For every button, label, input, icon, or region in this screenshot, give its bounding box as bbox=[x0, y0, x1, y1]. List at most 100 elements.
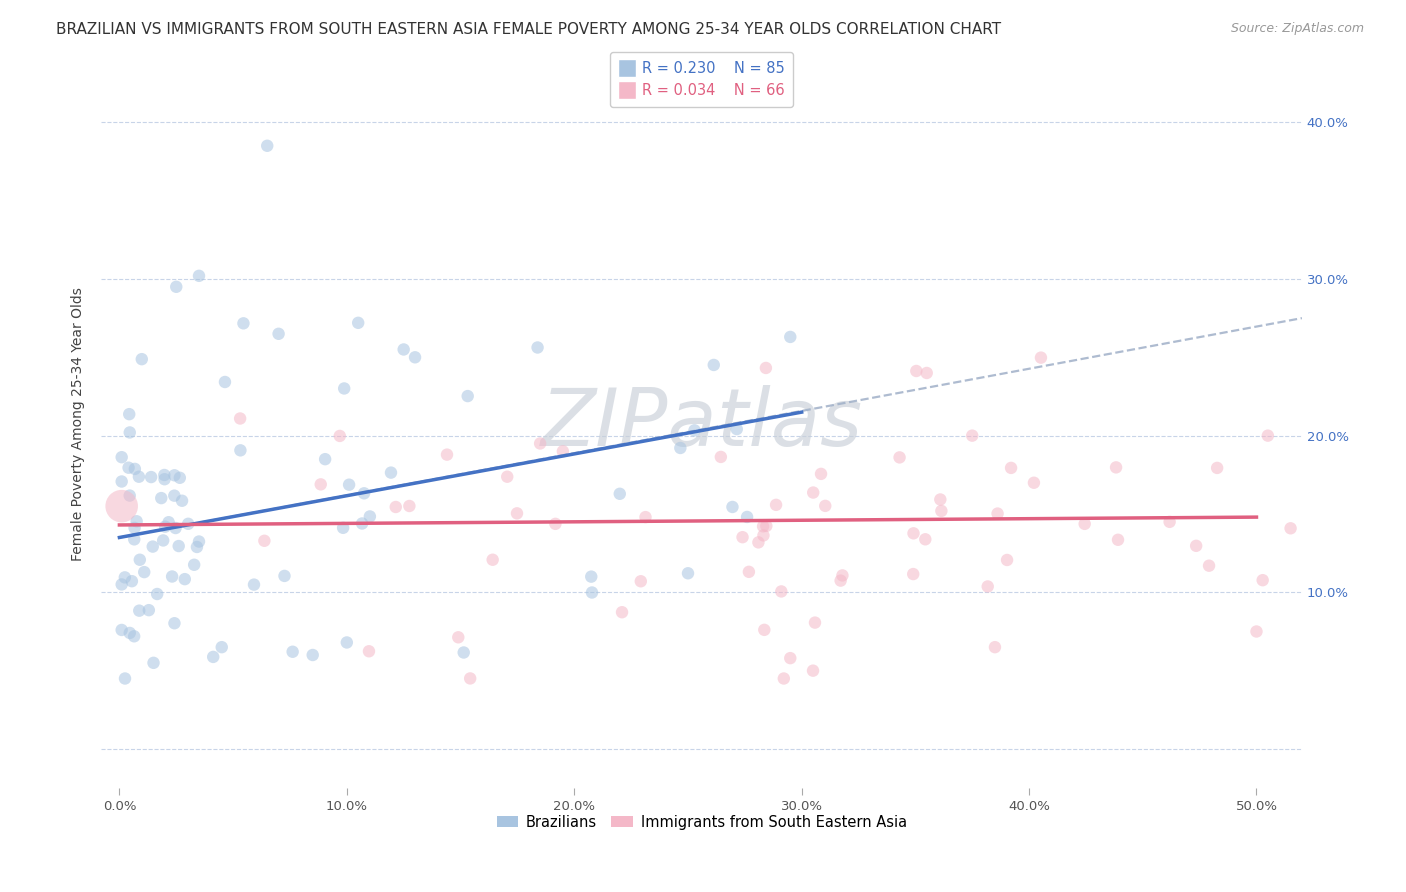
Point bbox=[153, 472, 176, 486]
Point bbox=[173, 572, 195, 586]
Point bbox=[186, 540, 208, 554]
Point bbox=[915, 366, 938, 380]
Point bbox=[457, 389, 479, 403]
Point bbox=[111, 577, 134, 591]
Point bbox=[117, 460, 139, 475]
Point bbox=[984, 640, 1007, 655]
Point bbox=[111, 623, 134, 637]
Point bbox=[142, 656, 165, 670]
Point bbox=[118, 626, 141, 640]
Point bbox=[481, 553, 503, 567]
Point bbox=[1000, 461, 1022, 475]
Point bbox=[150, 491, 173, 505]
Point bbox=[229, 411, 252, 425]
Point bbox=[752, 528, 775, 542]
Point bbox=[111, 450, 134, 465]
Point bbox=[914, 533, 936, 547]
Point bbox=[336, 635, 359, 649]
Point bbox=[683, 423, 706, 437]
Point bbox=[359, 509, 381, 524]
Point bbox=[281, 645, 304, 659]
Point bbox=[721, 500, 744, 514]
Point bbox=[177, 516, 200, 531]
Point bbox=[134, 565, 156, 579]
Point bbox=[202, 649, 225, 664]
Point bbox=[118, 407, 141, 421]
Point bbox=[1279, 521, 1302, 535]
Point bbox=[609, 487, 631, 501]
Point bbox=[128, 469, 150, 483]
Point bbox=[111, 499, 134, 513]
Point bbox=[754, 623, 776, 637]
Point bbox=[138, 603, 160, 617]
Point bbox=[506, 506, 529, 520]
Point bbox=[337, 477, 360, 491]
Point bbox=[170, 493, 193, 508]
Point bbox=[544, 516, 567, 531]
Point bbox=[160, 569, 183, 583]
Point bbox=[987, 507, 1010, 521]
Point bbox=[634, 510, 657, 524]
Point bbox=[995, 553, 1018, 567]
Point bbox=[669, 441, 692, 455]
Point bbox=[211, 640, 233, 655]
Text: Source: ZipAtlas.com: Source: ZipAtlas.com bbox=[1230, 22, 1364, 36]
Point bbox=[725, 422, 748, 436]
Point bbox=[188, 268, 211, 283]
Point bbox=[801, 485, 824, 500]
Point bbox=[128, 553, 150, 567]
Point bbox=[772, 672, 794, 686]
Point bbox=[747, 535, 769, 549]
Point bbox=[111, 475, 134, 489]
Point bbox=[380, 466, 402, 480]
Point bbox=[1105, 460, 1128, 475]
Point bbox=[710, 450, 733, 464]
Point bbox=[353, 486, 375, 500]
Point bbox=[163, 489, 186, 503]
Point bbox=[738, 565, 761, 579]
Point bbox=[581, 585, 603, 599]
Point bbox=[273, 569, 295, 583]
Point bbox=[124, 462, 146, 476]
Point bbox=[676, 566, 699, 581]
Point bbox=[1073, 516, 1095, 531]
Point bbox=[801, 664, 824, 678]
Point bbox=[122, 629, 145, 643]
Point bbox=[121, 574, 143, 589]
Point bbox=[831, 568, 853, 582]
Point bbox=[770, 584, 793, 599]
Point bbox=[453, 645, 475, 659]
Point bbox=[384, 500, 406, 514]
Point bbox=[243, 577, 266, 591]
Point bbox=[131, 352, 153, 367]
Point bbox=[931, 504, 953, 518]
Point bbox=[814, 499, 837, 513]
Point bbox=[1185, 539, 1208, 553]
Point bbox=[765, 498, 787, 512]
Point bbox=[357, 644, 380, 658]
Point bbox=[314, 452, 336, 467]
Point bbox=[114, 672, 136, 686]
Y-axis label: Female Poverty Among 25-34 Year Olds: Female Poverty Among 25-34 Year Olds bbox=[72, 287, 86, 561]
Point bbox=[929, 492, 952, 507]
Point bbox=[529, 436, 551, 450]
Point bbox=[496, 469, 519, 483]
Point bbox=[214, 375, 236, 389]
Point bbox=[309, 477, 332, 491]
Legend: Brazilians, Immigrants from South Eastern Asia: Brazilians, Immigrants from South Easter… bbox=[491, 809, 912, 836]
Point bbox=[810, 467, 832, 481]
Point bbox=[157, 515, 180, 529]
Point bbox=[183, 558, 205, 572]
Point bbox=[128, 604, 150, 618]
Text: ZIPatlas: ZIPatlas bbox=[540, 384, 863, 463]
Point bbox=[267, 326, 290, 341]
Point bbox=[889, 450, 911, 465]
Point bbox=[139, 470, 162, 484]
Point bbox=[163, 616, 186, 631]
Point bbox=[167, 539, 190, 553]
Point bbox=[1246, 624, 1268, 639]
Point bbox=[165, 521, 187, 535]
Point bbox=[404, 351, 426, 365]
Point bbox=[436, 448, 458, 462]
Point bbox=[755, 519, 778, 533]
